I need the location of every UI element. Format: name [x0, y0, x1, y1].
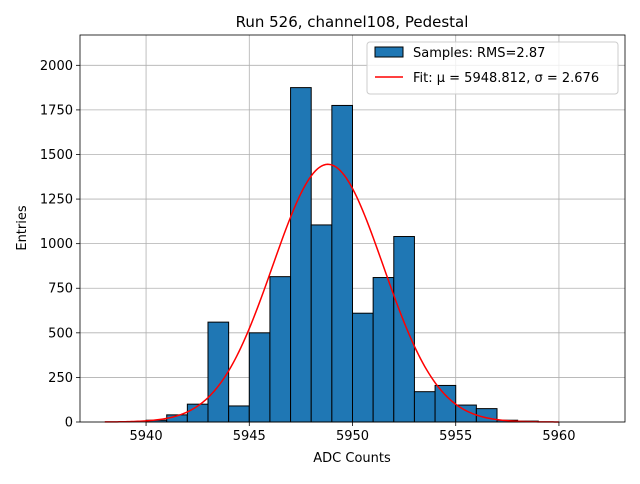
- histogram-bar: [248, 332, 271, 423]
- histogram-bar: [290, 87, 312, 423]
- chart-title: Run 526, channel108, Pedestal: [236, 13, 469, 31]
- x-tick-label: 5955: [439, 429, 472, 444]
- histogram-bar: [413, 391, 436, 423]
- legend: Samples: RMS=2.87 Fit: μ = 5948.812, σ =…: [366, 41, 619, 95]
- x-tick-label: 5950: [336, 429, 369, 444]
- legend-label-samples: Samples: RMS=2.87: [413, 46, 545, 61]
- y-tick-label: 1000: [40, 237, 73, 252]
- x-tick-label: 5940: [130, 429, 163, 444]
- x-tick-label: 5960: [542, 429, 575, 444]
- fit-curve: [104, 163, 559, 423]
- y-tick-label: 2000: [40, 59, 73, 74]
- axis-ticks: 5940 5945 5950 5955 5960 0 250 500 750 1000 1250 15…: [40, 59, 576, 444]
- y-tick-label: 1750: [40, 103, 73, 118]
- histogram-bar: [269, 276, 292, 423]
- legend-box: [366, 41, 619, 95]
- gaussian-fit: [104, 163, 559, 423]
- y-tick-label: 250: [48, 371, 73, 386]
- y-tick-label: 750: [48, 282, 73, 297]
- histogram-bar: [207, 321, 230, 423]
- histogram-bars: [145, 87, 539, 423]
- legend-swatch-samples: [374, 46, 404, 58]
- x-axis-label: ADC Counts: [313, 451, 391, 466]
- histogram-bar: [352, 312, 374, 423]
- y-tick-label: 500: [48, 326, 73, 341]
- y-tick-label: 1250: [40, 193, 73, 208]
- y-tick-label: 1500: [40, 148, 73, 163]
- histogram-bar: [372, 277, 395, 423]
- histogram-bar: [310, 224, 333, 423]
- histogram-bar: [228, 405, 250, 423]
- histogram-bar: [393, 236, 415, 423]
- y-axis-label: Entries: [15, 205, 30, 251]
- histogram-bar: [331, 104, 353, 423]
- histogram-bar: [434, 384, 457, 423]
- y-tick-label: 0: [65, 416, 73, 431]
- x-tick-label: 5945: [233, 429, 266, 444]
- legend-label-fit: Fit: μ = 5948.812, σ = 2.676: [413, 71, 599, 86]
